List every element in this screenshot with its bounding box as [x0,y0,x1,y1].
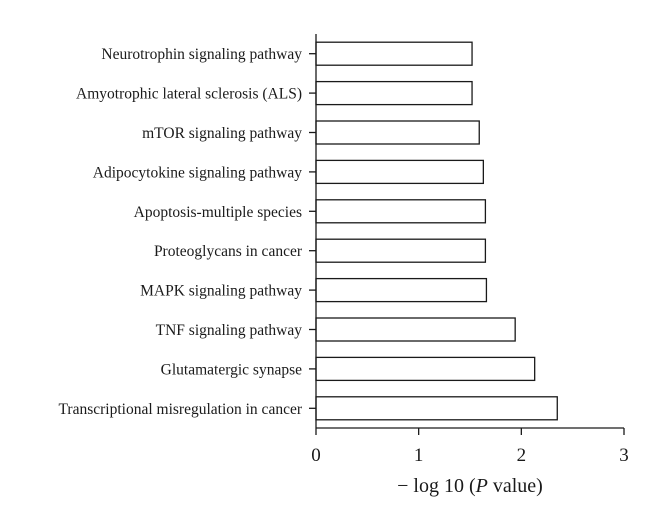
category-label: Proteoglycans in cancer [154,243,303,260]
bar [315,120,480,145]
x-tick-label: 2 [517,445,527,466]
bar [315,396,558,421]
category-label: Apoptosis-multiple species [134,204,302,221]
category-label: Transcriptional misregulation in cancer [59,401,303,418]
category-label: Neurotrophin signaling pathway [101,46,302,63]
bar [315,199,487,224]
category-label: TNF signaling pathway [156,322,303,339]
bar [315,159,484,185]
category-label: mTOR signaling pathway [142,125,302,142]
x-tick-label: 0 [311,445,321,466]
bar [315,41,473,66]
bar [315,277,488,303]
category-label: MAPK signaling pathway [140,283,302,300]
x-tick-label: 1 [414,445,424,466]
category-labels-group: Neurotrophin signaling pathway Amyotrophi… [59,46,303,418]
category-label: Adipocytokine signaling pathway [93,164,302,181]
category-label: Amyotrophic lateral sclerosis (ALS) [76,86,302,103]
bar [315,238,487,263]
category-label: Glutamatergic synapse [161,361,302,378]
x-axis-title: − log 10 (P value) [397,475,543,497]
x-axis-title-italic: P [475,475,488,497]
bar [315,317,516,342]
y-ticks-group [309,53,316,409]
x-ticks-group: 0 1 2 3 [311,428,629,466]
bar [315,356,536,382]
x-axis-title-suffix: value) [488,475,543,497]
bars-group [315,41,558,421]
bar [315,80,473,106]
x-axis-title-prefix: − log 10 ( [397,475,476,497]
x-tick-label: 3 [619,445,629,466]
